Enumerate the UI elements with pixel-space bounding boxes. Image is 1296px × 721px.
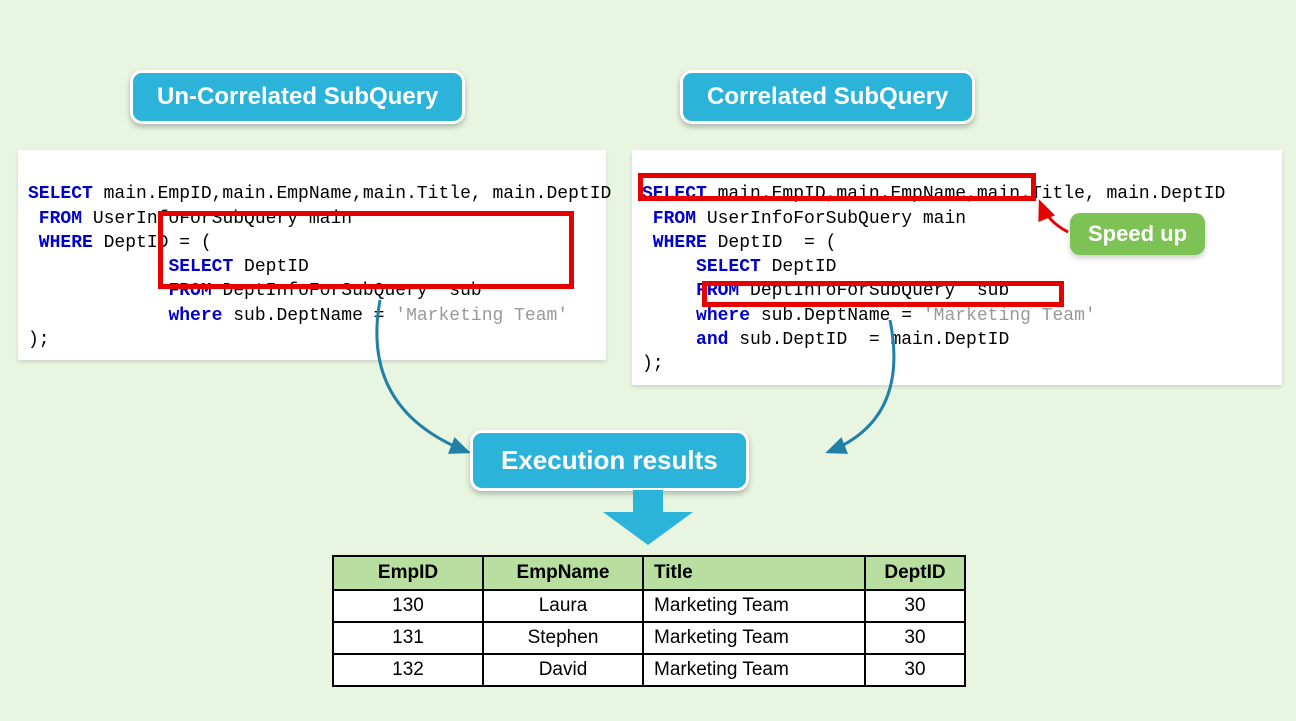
cell: Marketing Team [643,654,865,686]
col-title: Title [643,556,865,590]
table-row: 131 Stephen Marketing Team 30 [333,622,965,654]
cell: 131 [333,622,483,654]
cell: Marketing Team [643,590,865,622]
table-header-row: EmpID EmpName Title DeptID [333,556,965,590]
cell: 30 [865,590,965,622]
cell: 130 [333,590,483,622]
cell: 30 [865,622,965,654]
col-deptid: DeptID [865,556,965,590]
cell: Stephen [483,622,643,654]
cell: David [483,654,643,686]
cell: 30 [865,654,965,686]
table-row: 130 Laura Marketing Team 30 [333,590,965,622]
results-table: EmpID EmpName Title DeptID 130 Laura Mar… [332,555,966,687]
cell: 132 [333,654,483,686]
cell: Marketing Team [643,622,865,654]
col-empname: EmpName [483,556,643,590]
table-row: 132 David Marketing Team 30 [333,654,965,686]
execution-results-badge: Execution results [470,430,749,491]
col-empid: EmpID [333,556,483,590]
down-arrow-icon [603,490,693,550]
cell: Laura [483,590,643,622]
